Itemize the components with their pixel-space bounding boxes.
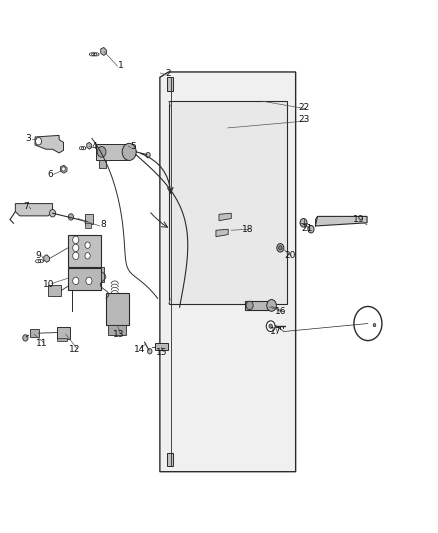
Polygon shape — [315, 216, 367, 226]
Circle shape — [246, 301, 253, 310]
Text: 10: 10 — [43, 280, 55, 288]
Text: 13: 13 — [113, 330, 124, 339]
Circle shape — [373, 324, 376, 327]
Circle shape — [122, 143, 136, 160]
Circle shape — [23, 335, 28, 341]
Text: 15: 15 — [156, 349, 168, 357]
Text: 7: 7 — [23, 203, 29, 211]
Circle shape — [148, 349, 152, 354]
Text: 9: 9 — [35, 252, 42, 260]
Circle shape — [85, 242, 90, 248]
Bar — [167, 453, 173, 466]
Circle shape — [277, 244, 284, 252]
Text: 23: 23 — [299, 116, 310, 124]
Circle shape — [73, 236, 79, 244]
Text: 11: 11 — [36, 340, 47, 348]
Bar — [106, 293, 129, 325]
Circle shape — [146, 152, 150, 158]
Text: 20: 20 — [284, 252, 296, 260]
Bar — [96, 144, 129, 160]
Circle shape — [300, 219, 307, 227]
Bar — [169, 101, 287, 304]
Bar — [155, 343, 168, 350]
Bar — [85, 214, 93, 224]
Bar — [30, 329, 39, 337]
Bar — [85, 223, 91, 228]
Text: 14: 14 — [134, 345, 145, 353]
Bar — [57, 327, 70, 339]
Text: 16: 16 — [275, 308, 286, 316]
Polygon shape — [44, 255, 49, 262]
Bar — [68, 268, 101, 290]
Circle shape — [73, 252, 79, 260]
Text: 1: 1 — [117, 61, 124, 69]
Text: 3: 3 — [25, 134, 32, 143]
Polygon shape — [101, 47, 106, 55]
Text: 19: 19 — [353, 215, 365, 224]
Polygon shape — [15, 204, 53, 216]
Circle shape — [62, 167, 65, 171]
Bar — [57, 338, 67, 341]
Circle shape — [85, 219, 90, 225]
Bar — [108, 325, 126, 335]
Text: 8: 8 — [100, 221, 106, 229]
Circle shape — [97, 147, 106, 157]
Circle shape — [35, 138, 42, 145]
Text: 5: 5 — [131, 142, 137, 151]
Text: 18: 18 — [242, 225, 253, 233]
Circle shape — [68, 214, 74, 220]
Bar — [167, 77, 173, 91]
Polygon shape — [219, 213, 231, 221]
Circle shape — [267, 300, 276, 311]
Circle shape — [86, 277, 92, 285]
Bar — [68, 235, 101, 266]
Circle shape — [73, 244, 79, 252]
Bar — [99, 160, 106, 168]
Polygon shape — [60, 165, 67, 173]
Circle shape — [266, 321, 275, 332]
Circle shape — [85, 253, 90, 259]
Bar — [245, 301, 269, 310]
Text: 6: 6 — [47, 170, 53, 179]
Text: 21: 21 — [301, 224, 312, 232]
Text: 22: 22 — [299, 103, 310, 112]
Text: 12: 12 — [69, 345, 80, 353]
Bar — [48, 285, 61, 296]
Circle shape — [308, 225, 314, 233]
Circle shape — [49, 209, 56, 217]
Polygon shape — [35, 135, 64, 153]
Circle shape — [73, 277, 79, 285]
Polygon shape — [87, 142, 92, 149]
Polygon shape — [216, 229, 228, 237]
Text: 4: 4 — [92, 142, 97, 151]
Polygon shape — [160, 72, 296, 472]
Text: 2: 2 — [166, 69, 171, 78]
Circle shape — [279, 246, 282, 250]
Circle shape — [269, 324, 272, 328]
Text: 17: 17 — [270, 327, 282, 336]
Bar — [101, 266, 104, 282]
